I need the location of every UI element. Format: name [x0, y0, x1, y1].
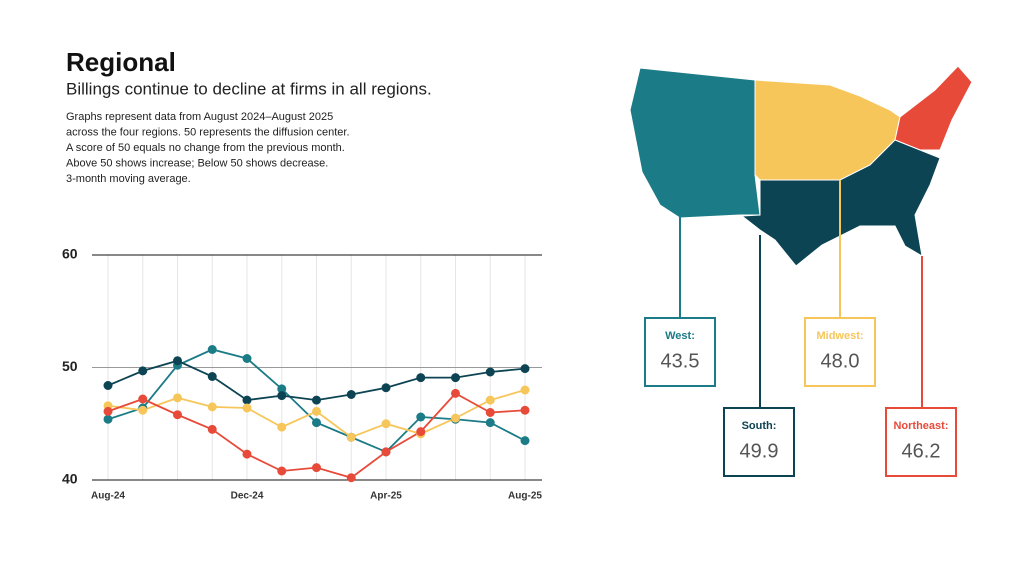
data-point: [277, 384, 287, 394]
callout-box: [885, 407, 957, 477]
data-point: [381, 419, 391, 429]
data-point: [346, 473, 356, 483]
data-point: [138, 394, 148, 404]
data-point: [451, 413, 460, 423]
note-line: across the four regions. 50 represents t…: [66, 126, 350, 138]
data-point: [485, 367, 495, 377]
data-point: [485, 395, 495, 405]
map-northeast: [894, 65, 973, 151]
data-point: [242, 403, 252, 413]
data-point: [520, 405, 530, 415]
x-tick-label: Aug-24: [91, 491, 125, 502]
y-tick-label: 40: [62, 471, 78, 487]
data-point: [242, 354, 252, 363]
data-point: [346, 432, 356, 442]
data-point: [416, 412, 426, 422]
data-point: [416, 427, 426, 437]
data-point: [138, 405, 148, 415]
data-point: [312, 395, 321, 405]
data-point: [138, 366, 148, 376]
callout-value: 43.5: [661, 350, 700, 372]
note-line: Graphs represent data from August 2024–A…: [66, 111, 333, 123]
data-point: [312, 418, 321, 428]
data-point: [207, 372, 217, 381]
data-point: [485, 408, 495, 417]
note-line: 3-month moving average.: [66, 173, 191, 185]
x-tick-label: Aug-25: [508, 491, 542, 502]
data-point: [103, 381, 113, 390]
data-point: [207, 402, 217, 412]
data-point: [103, 414, 113, 424]
data-point: [173, 356, 182, 366]
data-point: [451, 388, 460, 398]
x-tick-label: Apr-25: [370, 491, 402, 502]
title: Regional: [66, 47, 176, 77]
legend-label: West:: [665, 330, 695, 342]
callout-value: 46.2: [902, 440, 941, 462]
data-point: [242, 449, 252, 459]
y-tick-label: 50: [62, 358, 78, 374]
legend-label: Midwest:: [816, 330, 863, 342]
callout-value: 49.9: [740, 440, 779, 462]
callout-box: [723, 407, 795, 477]
map-west: [629, 67, 761, 219]
note-line: Above 50 shows increase; Below 50 shows …: [66, 157, 328, 169]
x-tick-label: Dec-24: [231, 491, 264, 502]
legend-label: Northeast:: [893, 420, 948, 432]
data-point: [103, 406, 113, 416]
callout-value: 48.0: [821, 350, 860, 372]
data-point: [520, 364, 530, 374]
data-point: [416, 373, 426, 383]
note-line: A score of 50 equals no change from the …: [66, 142, 345, 154]
data-point: [277, 422, 287, 432]
legend-label: South:: [742, 420, 777, 432]
data-point: [207, 424, 217, 434]
data-point: [207, 345, 217, 354]
subtitle: Billings continue to decline at firms in…: [66, 79, 432, 98]
data-point: [485, 418, 495, 428]
data-point: [346, 390, 356, 399]
data-point: [173, 410, 182, 420]
us-map: [629, 65, 973, 267]
data-point: [242, 395, 252, 405]
data-point: [381, 447, 391, 457]
callout-box: [644, 317, 716, 387]
data-point: [381, 383, 391, 393]
data-point: [520, 385, 530, 395]
data-point: [312, 406, 321, 416]
data-point: [173, 393, 182, 403]
callout-box: [804, 317, 876, 387]
data-point: [451, 373, 460, 383]
data-point: [520, 436, 530, 446]
data-point: [277, 391, 287, 401]
y-tick-label: 60: [62, 246, 78, 262]
data-point: [312, 463, 321, 473]
data-point: [277, 466, 287, 476]
